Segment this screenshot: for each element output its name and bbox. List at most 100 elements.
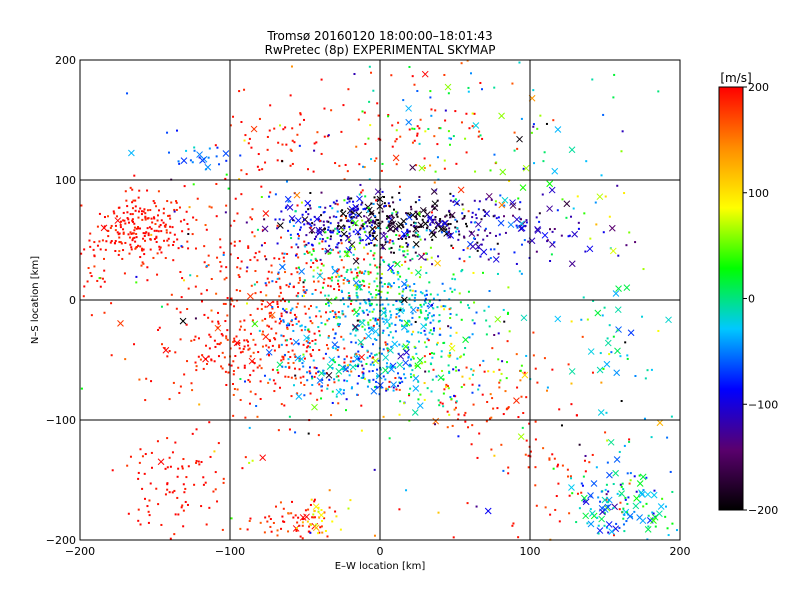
data-point (317, 218, 320, 221)
data-point (357, 233, 360, 236)
data-point (608, 353, 611, 356)
data-point (377, 334, 380, 337)
data-point (520, 117, 523, 120)
data-point (401, 290, 404, 293)
data-point (254, 270, 257, 273)
data-point (361, 189, 364, 192)
data-point (251, 231, 254, 234)
data-point (628, 231, 631, 234)
data-point-x (387, 347, 394, 354)
data-point (507, 406, 510, 409)
data-point (361, 376, 364, 379)
data-point (370, 241, 373, 244)
data-point (471, 373, 474, 376)
data-point (420, 305, 423, 308)
data-point (326, 236, 329, 239)
data-point (397, 372, 400, 375)
data-point (201, 354, 204, 357)
data-point (399, 309, 402, 312)
data-point (657, 90, 660, 93)
data-point (90, 275, 93, 278)
data-point (311, 516, 314, 519)
data-point (372, 254, 375, 257)
data-point (103, 280, 106, 283)
data-point (259, 380, 262, 383)
data-point (254, 393, 257, 396)
data-point (305, 234, 308, 237)
data-point (633, 475, 636, 478)
data-point (423, 382, 426, 385)
data-point (557, 463, 560, 466)
data-point (309, 366, 312, 369)
data-point (390, 251, 393, 254)
data-point (294, 431, 297, 434)
data-point (323, 278, 326, 281)
data-point (379, 368, 382, 371)
data-point (413, 139, 416, 142)
data-point (624, 498, 627, 501)
data-point (417, 233, 420, 236)
data-point (395, 163, 398, 166)
data-point-x (485, 192, 493, 200)
data-point (330, 279, 333, 282)
data-point (528, 422, 531, 425)
data-point (449, 326, 452, 329)
data-point (305, 289, 308, 292)
data-point (355, 288, 358, 291)
data-point (316, 266, 319, 269)
data-point (200, 292, 203, 295)
data-point (647, 525, 650, 528)
data-point (193, 338, 196, 341)
data-point (402, 254, 405, 257)
data-point (402, 309, 405, 312)
data-point (368, 379, 371, 382)
data-point (418, 199, 421, 202)
data-point-x (604, 503, 612, 511)
data-point (160, 219, 163, 222)
data-point (158, 225, 161, 228)
data-point (483, 309, 486, 312)
data-point (438, 219, 441, 222)
data-point (329, 230, 332, 233)
data-point (242, 348, 245, 351)
data-point (340, 130, 343, 133)
data-point (390, 345, 393, 348)
data-point (276, 224, 279, 227)
data-point (272, 300, 275, 303)
data-point (620, 400, 623, 403)
data-point (337, 274, 340, 277)
data-point (377, 318, 380, 321)
data-point (337, 315, 340, 318)
data-point (527, 454, 530, 457)
data-point (225, 159, 228, 162)
data-point (265, 344, 268, 347)
data-point (313, 498, 316, 501)
data-point (215, 155, 218, 158)
data-point (356, 393, 359, 396)
data-point (553, 241, 556, 244)
data-point (203, 245, 206, 248)
data-point (377, 289, 380, 292)
data-point (283, 252, 286, 255)
data-point (294, 254, 297, 257)
data-point (395, 308, 398, 311)
data-point (339, 528, 342, 531)
data-point (216, 500, 219, 503)
data-point (445, 232, 448, 235)
data-point (471, 424, 474, 427)
data-point (460, 355, 463, 358)
data-point (377, 359, 380, 362)
data-point (303, 305, 306, 308)
data-point-x (233, 339, 241, 347)
data-point (577, 221, 580, 224)
data-point (605, 483, 608, 486)
data-point (568, 234, 571, 237)
data-point (486, 234, 489, 237)
data-point (402, 99, 405, 102)
data-point (357, 375, 360, 378)
data-point (259, 358, 262, 361)
data-point (243, 345, 246, 348)
data-point (334, 162, 337, 165)
data-point (300, 201, 303, 204)
data-point (143, 253, 146, 256)
